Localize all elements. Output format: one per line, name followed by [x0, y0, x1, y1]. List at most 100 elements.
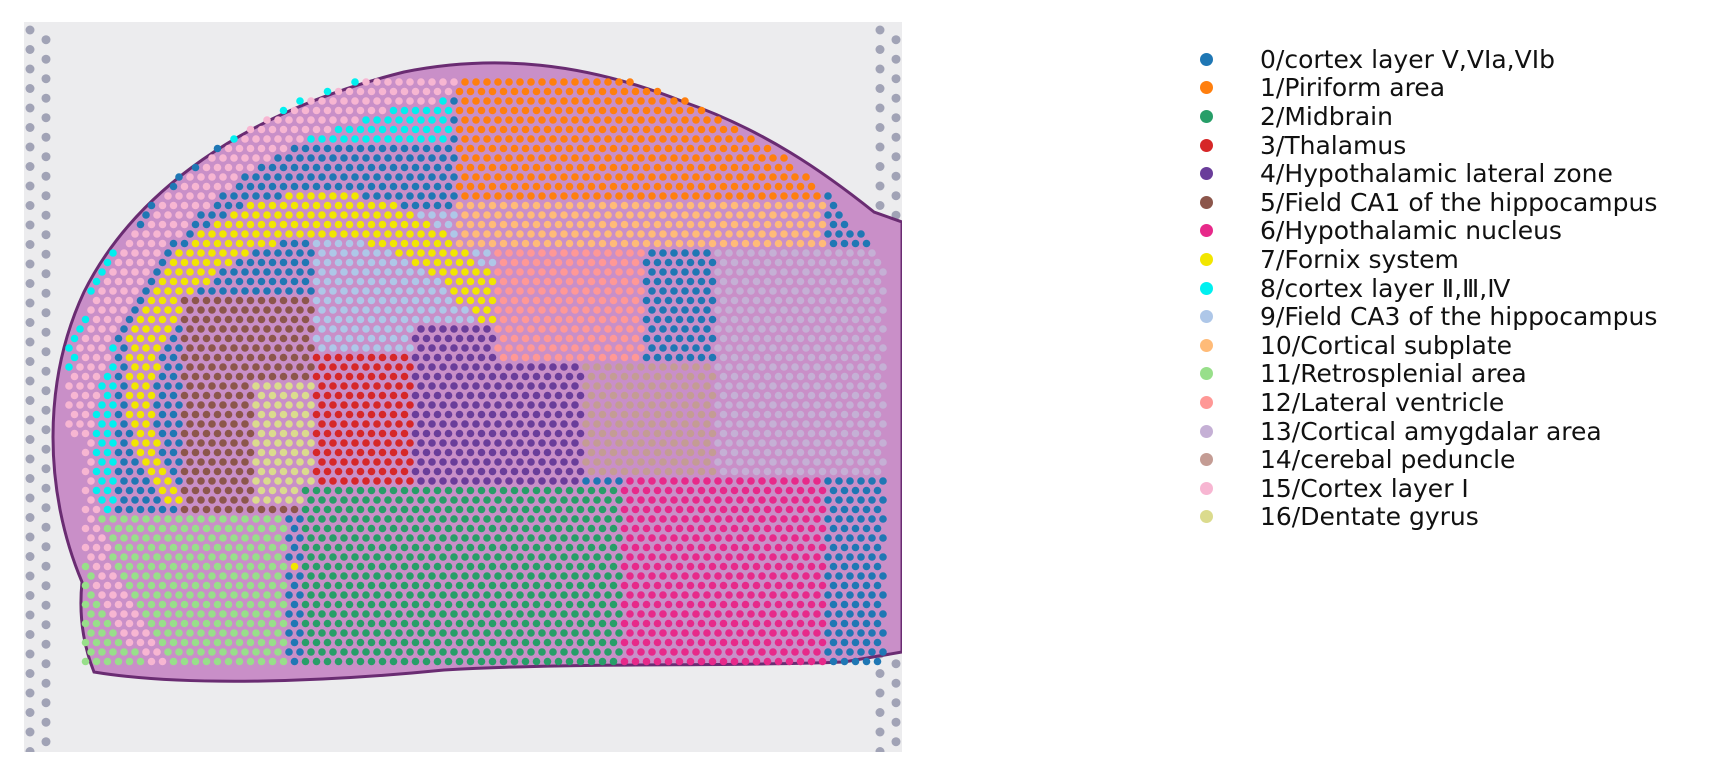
cluster-spot	[659, 287, 667, 295]
cluster-spot	[587, 315, 596, 324]
cluster-spot	[103, 410, 112, 419]
cluster-spot	[219, 363, 227, 371]
cluster-spot	[747, 534, 755, 542]
cluster-spot	[279, 410, 288, 419]
cluster-spot	[92, 524, 101, 533]
cluster-spot	[433, 391, 442, 400]
cluster-spot	[378, 543, 387, 552]
cluster-spot	[384, 648, 392, 656]
cluster-spot	[769, 382, 777, 390]
cluster-spot	[736, 230, 744, 238]
cluster-spot	[279, 258, 288, 267]
cluster-spot	[378, 467, 387, 476]
cluster-spot	[340, 287, 348, 295]
cluster-spot	[98, 610, 106, 618]
cluster-spot	[114, 657, 123, 666]
cluster-spot	[587, 581, 596, 590]
cluster-spot	[340, 401, 348, 409]
cluster-spot	[378, 619, 387, 628]
cluster-spot	[433, 239, 442, 248]
cluster-spot	[593, 534, 601, 542]
cluster-spot	[356, 296, 365, 305]
cluster-spot	[494, 477, 502, 485]
cluster-spot	[741, 486, 750, 495]
cluster-spot	[747, 572, 755, 580]
cluster-spot	[714, 515, 722, 523]
cluster-spot	[510, 429, 519, 438]
cluster-spot	[593, 401, 601, 409]
cluster-spot	[571, 363, 579, 371]
cluster-spot	[560, 135, 568, 143]
cluster-spot	[136, 562, 145, 571]
cluster-spot	[829, 467, 838, 476]
cluster-spot	[593, 268, 601, 276]
cluster-spot	[450, 363, 458, 371]
cluster-spot	[279, 467, 288, 476]
cluster-spot	[664, 144, 673, 153]
cluster-spot	[219, 211, 227, 219]
cluster-spot	[136, 581, 145, 590]
cluster-spot	[719, 353, 728, 362]
cluster-spot	[703, 572, 711, 580]
cluster-spot	[158, 505, 167, 514]
cluster-spot	[213, 372, 222, 381]
cluster-spot	[224, 334, 233, 343]
cluster-spot	[444, 600, 453, 609]
cluster-spot	[494, 325, 502, 333]
cluster-spot	[241, 515, 249, 523]
cluster-spot	[631, 182, 640, 191]
cluster-spot	[257, 201, 266, 210]
cluster-spot	[571, 325, 579, 333]
cluster-spot	[868, 591, 876, 599]
cluster-spot	[158, 201, 167, 210]
cluster-spot	[428, 515, 436, 523]
cluster-spot	[384, 97, 392, 105]
cluster-spot	[829, 334, 838, 343]
cluster-spot	[362, 287, 370, 295]
cluster-spot	[653, 391, 662, 400]
cluster-spot	[373, 629, 381, 637]
cluster-spot	[307, 553, 315, 561]
cluster-spot	[637, 344, 645, 352]
cluster-spot	[719, 410, 728, 419]
cluster-spot	[626, 591, 634, 599]
cluster-spot	[681, 135, 689, 143]
cluster-spot	[637, 135, 645, 143]
cluster-spot	[175, 325, 183, 333]
cluster-spot	[615, 192, 623, 200]
cluster-spot	[846, 629, 854, 637]
cluster-spot	[840, 258, 849, 267]
cluster-spot	[692, 211, 700, 219]
cluster-spot	[631, 353, 640, 362]
cluster-spot	[279, 524, 288, 533]
cluster-spot	[230, 534, 238, 542]
cluster-spot	[373, 116, 381, 124]
cluster-spot	[389, 410, 398, 419]
cluster-spot	[851, 372, 860, 381]
cluster-spot	[879, 553, 887, 561]
cluster-spot	[505, 116, 513, 124]
cluster-spot	[290, 619, 299, 628]
cluster-spot	[488, 106, 497, 115]
cluster-spot	[455, 410, 464, 419]
cluster-spot	[191, 277, 200, 286]
cluster-spot	[549, 363, 557, 371]
cluster-spot	[659, 515, 667, 523]
cluster-spot	[587, 600, 596, 609]
cluster-spot	[483, 629, 491, 637]
cluster-spot	[263, 306, 271, 314]
legend-label: 0/cortex layer V,VIa,VIb	[1260, 44, 1555, 74]
cluster-spot	[780, 154, 788, 162]
cluster-spot	[824, 306, 832, 314]
cluster-spot	[758, 629, 766, 637]
cluster-spot	[125, 391, 134, 400]
cluster-spot	[417, 363, 425, 371]
cluster-spot	[549, 610, 557, 618]
cluster-spot	[301, 258, 310, 267]
cluster-spot	[747, 591, 755, 599]
cluster-spot	[246, 239, 255, 248]
cluster-spot	[868, 458, 876, 466]
cluster-spot	[835, 306, 843, 314]
cluster-spot	[598, 87, 607, 96]
cluster-spot	[142, 325, 150, 333]
